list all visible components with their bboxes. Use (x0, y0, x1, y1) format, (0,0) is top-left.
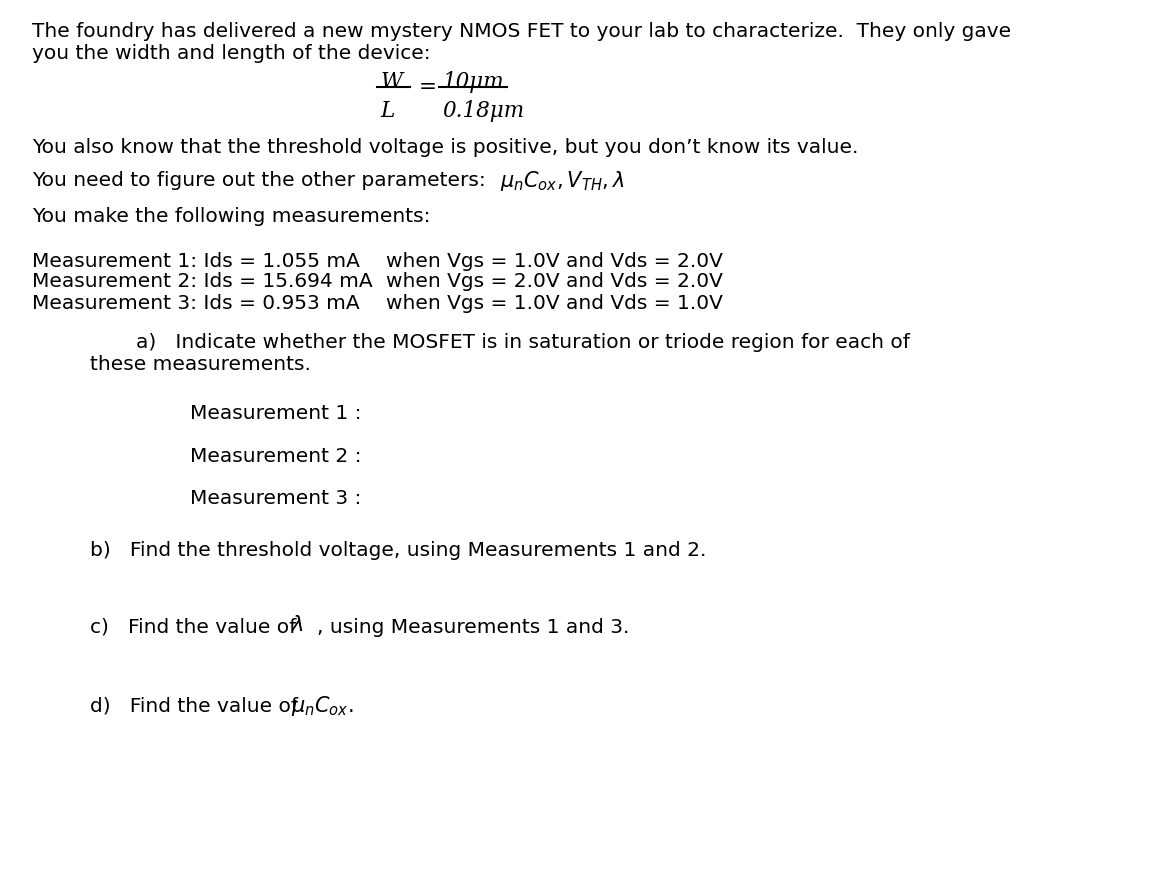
Text: a)   Indicate whether the MOSFET is in saturation or triode region for each of: a) Indicate whether the MOSFET is in sat… (136, 333, 910, 352)
Text: Measurement 2 :: Measurement 2 : (190, 446, 362, 465)
Text: 10μm: 10μm (443, 71, 504, 94)
Text: L: L (380, 100, 394, 122)
Text: Measurement 3 :: Measurement 3 : (190, 489, 362, 508)
Text: $\lambda$: $\lambda$ (292, 615, 304, 635)
Text: b)   Find the threshold voltage, using Measurements 1 and 2.: b) Find the threshold voltage, using Mea… (90, 541, 707, 560)
Text: =: = (419, 77, 437, 96)
Text: d)   Find the value of: d) Find the value of (90, 697, 304, 715)
Text: The foundry has delivered a new mystery NMOS FET to your lab to characterize.  T: The foundry has delivered a new mystery … (32, 22, 1011, 41)
Text: Measurement 1 :: Measurement 1 : (190, 404, 362, 422)
Text: Measurement 1: Ids = 1.055 mA: Measurement 1: Ids = 1.055 mA (32, 252, 360, 271)
Text: when Vgs = 1.0V and Vds = 1.0V: when Vgs = 1.0V and Vds = 1.0V (386, 294, 723, 313)
Text: Measurement 2: Ids = 15.694 mA: Measurement 2: Ids = 15.694 mA (32, 272, 372, 291)
Text: You also know that the threshold voltage is positive, but you don’t know its val: You also know that the threshold voltage… (32, 138, 859, 157)
Text: these measurements.: these measurements. (90, 355, 311, 374)
Text: when Vgs = 2.0V and Vds = 2.0V: when Vgs = 2.0V and Vds = 2.0V (386, 272, 723, 291)
Text: you the width and length of the device:: you the width and length of the device: (32, 44, 431, 63)
Text: $\mu_n C_{ox}$.: $\mu_n C_{ox}$. (292, 694, 354, 718)
Text: You need to figure out the other parameters:: You need to figure out the other paramet… (32, 171, 492, 190)
Text: , using Measurements 1 and 3.: , using Measurements 1 and 3. (317, 618, 630, 637)
Text: c)   Find the value of: c) Find the value of (90, 618, 302, 637)
Text: You make the following measurements:: You make the following measurements: (32, 207, 431, 226)
Text: Measurement 3: Ids = 0.953 mA: Measurement 3: Ids = 0.953 mA (32, 294, 360, 313)
Text: $\mu_n C_{ox}$$, V_{TH}, \lambda$: $\mu_n C_{ox}$$, V_{TH}, \lambda$ (500, 169, 625, 193)
Text: 0.18μm: 0.18μm (443, 100, 525, 122)
Text: W: W (380, 71, 402, 94)
Text: when Vgs = 1.0V and Vds = 2.0V: when Vgs = 1.0V and Vds = 2.0V (386, 252, 723, 271)
